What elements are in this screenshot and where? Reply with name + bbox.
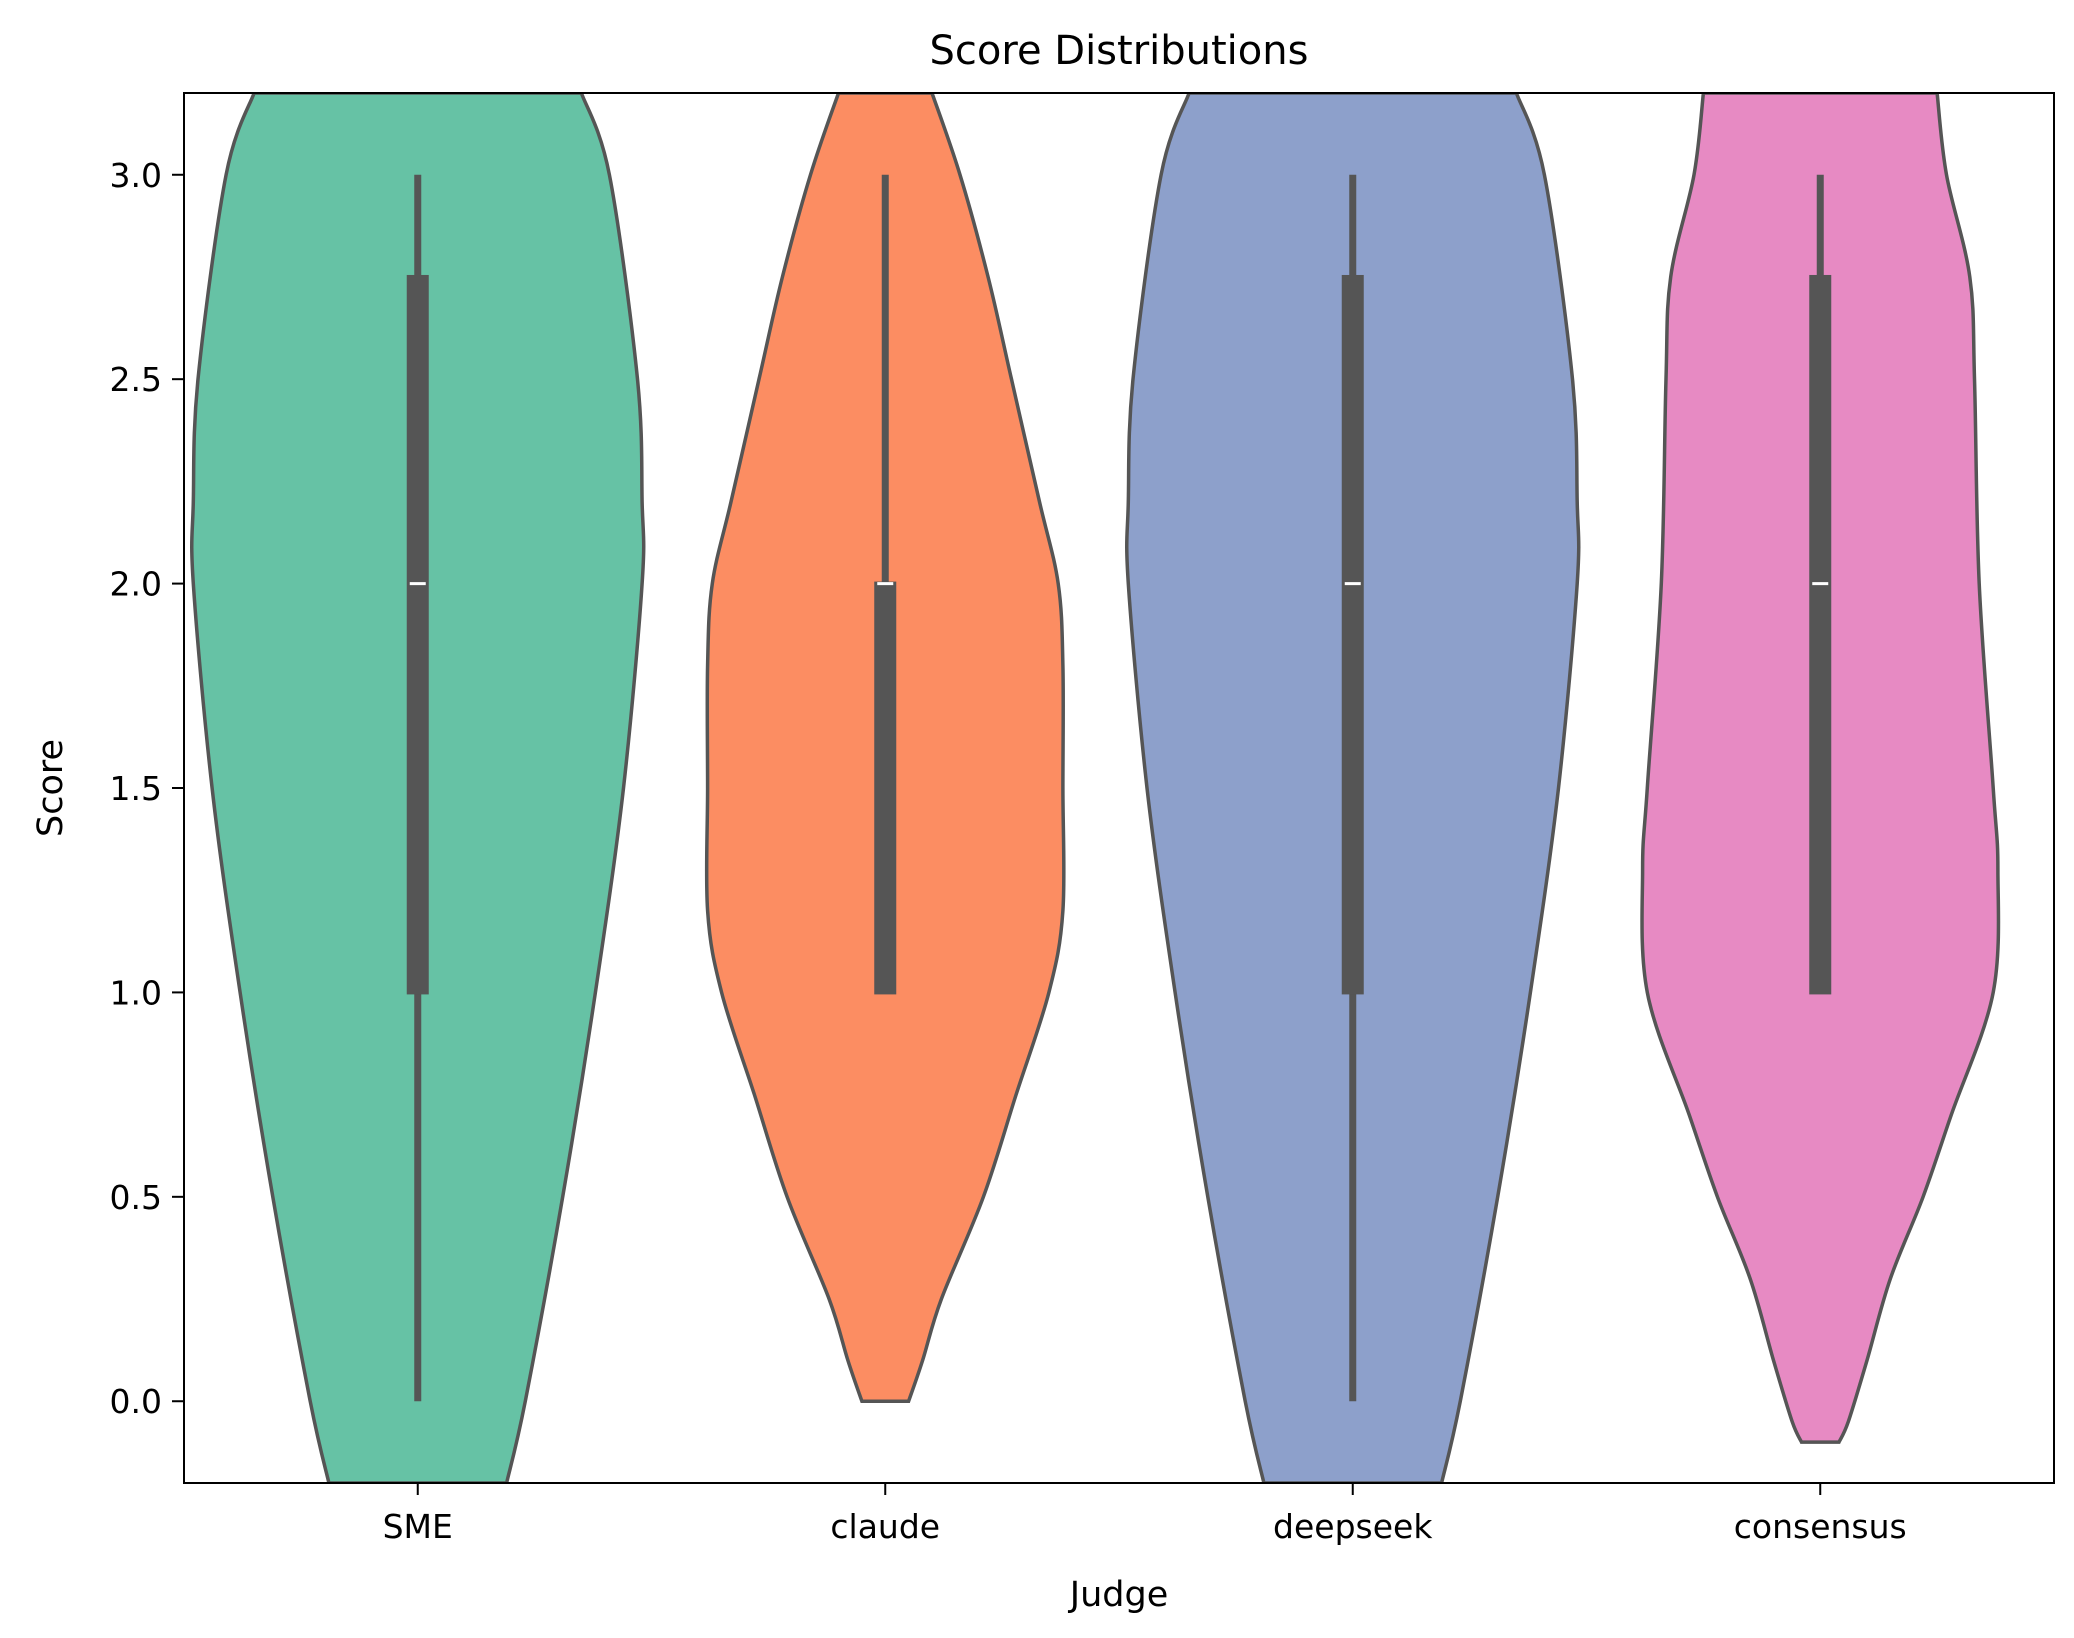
y-axis-label: Score: [31, 739, 71, 837]
x-tick-label-consensus: consensus: [1734, 1507, 1907, 1546]
x-axis-label: Judge: [1068, 1575, 1168, 1615]
x-tick-label-sme: SME: [383, 1507, 453, 1546]
y-tick-label: 1.0: [110, 973, 162, 1012]
y-tick-label: 0.5: [110, 1178, 162, 1217]
y-tick-label: 1.5: [110, 769, 162, 808]
iqr-box-claude: [874, 581, 897, 995]
iqr-box-sme: [406, 274, 429, 995]
boxplots-group: [406, 174, 1832, 1402]
y-tick-label: 2.0: [110, 565, 162, 604]
iqr-box-consensus: [1809, 274, 1832, 995]
x-tick-label-deepseek: deepseek: [1273, 1507, 1433, 1546]
y-tick-label: 2.5: [110, 360, 162, 399]
y-tick-label: 0.0: [110, 1382, 162, 1421]
x-tick-label-claude: claude: [830, 1507, 940, 1546]
y-tick-label: 3.0: [110, 156, 162, 195]
y-axis: 0.0 0.5 1.0 1.5 2.0 2.5 3.0: [110, 156, 184, 1421]
iqr-box-deepseek: [1341, 274, 1364, 995]
chart-title: Score Distributions: [930, 28, 1309, 74]
x-axis: SME claude deepseek consensus: [383, 1483, 1907, 1546]
